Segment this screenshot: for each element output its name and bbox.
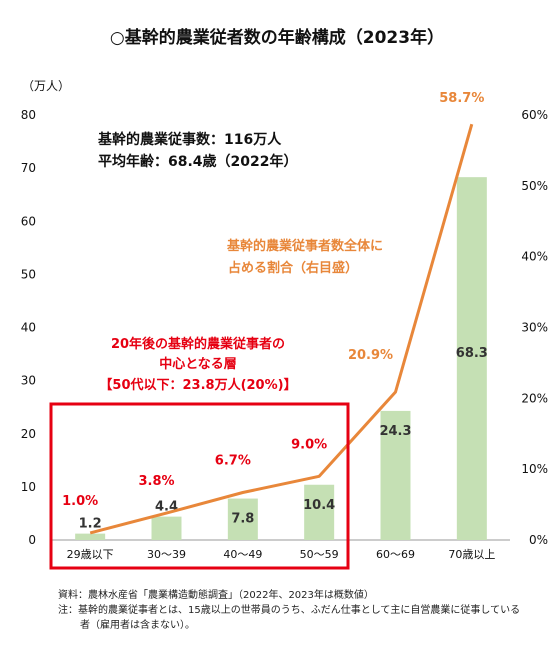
- info-average-age: 平均年齢：68.4歳（2022年）: [98, 153, 298, 170]
- left-axis-ticks: 0 10 20 30 40 50 60 70 80: [21, 108, 36, 547]
- y-tick-label: 40: [21, 321, 36, 335]
- y-tick-label: 30: [21, 374, 36, 388]
- category-label: 29歳以下: [67, 548, 114, 561]
- share-label: 58.7%: [439, 91, 484, 106]
- bar: [75, 533, 106, 540]
- bar: [151, 516, 182, 540]
- footnote-source: 資料：農林水産省「農業構造動態調査」（2022年、2023年は概数値）: [58, 588, 374, 601]
- y2-tick-label: 20%: [521, 391, 548, 405]
- y-axis-unit: （万人）: [22, 79, 70, 93]
- right-axis-ticks: 0% 10% 20% 30% 40% 50% 60%: [521, 108, 548, 547]
- y2-tick-label: 40%: [521, 250, 548, 264]
- bar-value-label: 10.4: [303, 498, 335, 513]
- chart-title: ○基幹的農業従者数の年齢構成（2023年）: [110, 27, 444, 48]
- share-label: 6.7%: [215, 454, 251, 469]
- highlight-note-1: 20年後の基幹的農業従事者の: [111, 336, 285, 352]
- category-label: 70歳以上: [448, 548, 495, 561]
- y-tick-label: 80: [21, 108, 36, 122]
- bar: [380, 410, 411, 540]
- y2-tick-label: 0%: [529, 533, 548, 547]
- footnote-definition-cont: 者（雇用者は含まない）。: [80, 618, 195, 631]
- line-note-2: 占める割合（右目盛）: [228, 260, 358, 276]
- share-line: [89, 123, 474, 535]
- y-tick-label: 70: [21, 161, 36, 175]
- share-label: 9.0%: [291, 437, 327, 452]
- bar-value-labels: 1.24.47.810.424.368.3: [79, 346, 488, 531]
- share-label: 1.0%: [62, 494, 98, 509]
- y2-tick-label: 30%: [521, 321, 548, 335]
- y-tick-label: 20: [21, 427, 36, 441]
- highlight-note-2: 中心となる層: [159, 356, 237, 372]
- bar: [227, 498, 258, 540]
- category-label: 50～59: [300, 548, 339, 561]
- highlight-box: [49, 402, 350, 570]
- y-tick-label: 10: [21, 480, 36, 494]
- share-labels: 1.0% 3.8% 6.7% 9.0% 20.9% 58.7%: [62, 91, 484, 509]
- highlight-note-3: 【50代以下：23.8万人(20%)】: [99, 377, 296, 393]
- bar: [456, 177, 487, 540]
- y-tick-label: 50: [21, 267, 36, 281]
- line-note-1: 基幹的農業従事者数全体に: [226, 238, 383, 254]
- bar-value-label: 7.8: [231, 512, 254, 527]
- bars-group: [75, 177, 487, 540]
- category-label: 30～39: [147, 548, 186, 561]
- share-label: 3.8%: [138, 474, 174, 489]
- category-label: 40～49: [223, 548, 262, 561]
- y-tick-label: 0: [28, 533, 36, 547]
- bar-value-label: 68.3: [456, 346, 488, 361]
- y2-tick-label: 60%: [521, 108, 548, 122]
- y-tick-label: 60: [21, 214, 36, 228]
- bar-value-label: 24.3: [379, 424, 411, 439]
- category-labels: 29歳以下 30～39 40～49 50～59 60～69 70歳以上: [67, 548, 496, 561]
- bar: [304, 484, 335, 540]
- y2-tick-label: 10%: [521, 462, 548, 476]
- y2-tick-label: 50%: [521, 179, 548, 193]
- footnote-definition: 注：基幹的農業従事者とは、15歳以上の世帯員のうち、ふだん仕事として主に自営農業…: [58, 603, 520, 616]
- category-label: 60～69: [376, 548, 415, 561]
- info-total: 基幹的農業従事数：116万人: [98, 131, 282, 148]
- bar-value-label: 1.2: [79, 517, 102, 532]
- share-label: 20.9%: [348, 348, 393, 363]
